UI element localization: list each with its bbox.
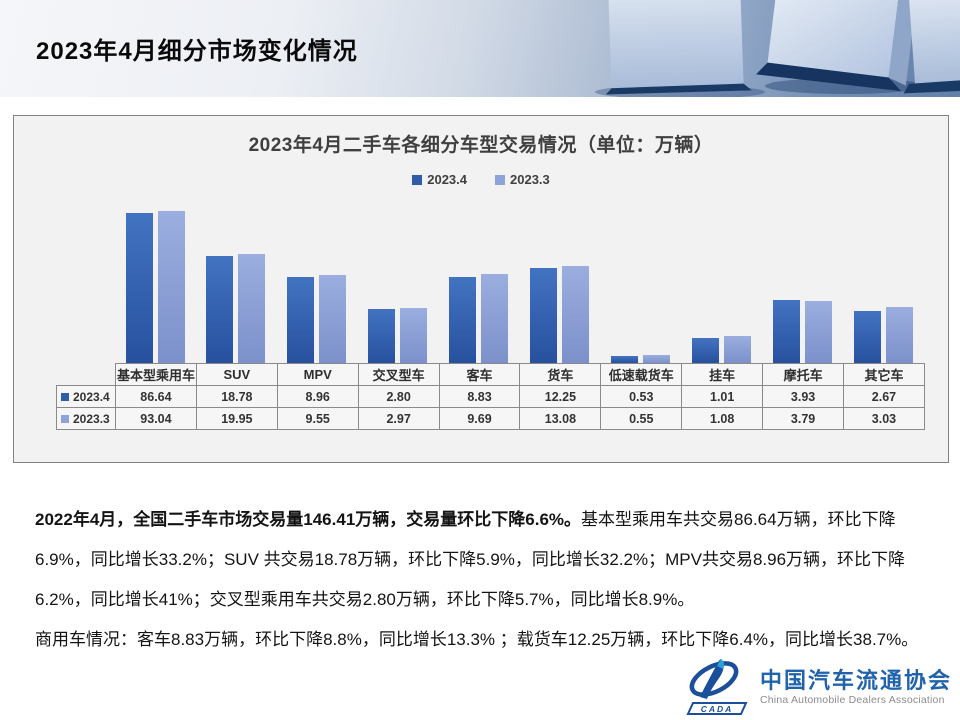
chart-panel: 2023年4月二手车各细分车型交易情况（单位：万辆） 2023.4 2023.3 … — [13, 115, 949, 463]
chart-legend: 2023.4 2023.3 — [14, 172, 948, 187]
bar-2023.4-低速载货车 — [610, 356, 638, 363]
table-cell-2023.3-交叉型车: 2.97 — [357, 407, 440, 430]
column-header-客车: 客车 — [438, 363, 521, 386]
table-cell-2023.4-交叉型车: 2.80 — [357, 385, 440, 408]
row-label-2023.4: 2023.4 — [56, 385, 116, 408]
table-cell-2023.4-货车: 12.25 — [519, 385, 602, 408]
legend-swatch — [495, 174, 505, 185]
bar-2023.3-挂车 — [723, 336, 751, 363]
column-header-其它车: 其它车 — [843, 363, 925, 386]
bar-2023.3-客车 — [481, 274, 509, 363]
bar-2023.3-MPV — [319, 274, 347, 363]
row-label-text: 2023.4 — [73, 389, 110, 404]
bar-2023.4-摩托车 — [772, 299, 800, 363]
table-cell-2023.4-基本型乘用车: 86.64 — [115, 385, 197, 408]
header-band: 2023年4月细分市场变化情况 — [0, 0, 960, 97]
summary-lead-bold: 2022年4月，全国二手车市场交易量146.41万辆，交易量环比下降6.6%。 — [35, 510, 582, 529]
bar-2023.3-摩托车 — [804, 300, 832, 363]
summary-lead-rest: 基本型乘用车共交易86.64万辆，环比下降6.9%，同比增长33.2%；SUV … — [35, 510, 906, 609]
bar-2023.4-挂车 — [691, 338, 719, 363]
table-cell-2023.4-挂车: 1.01 — [681, 385, 764, 408]
table-cell-2023.3-SUV: 19.95 — [195, 407, 278, 430]
table-cell-2023.4-低速载货车: 0.53 — [600, 385, 683, 408]
bar-2023.3-SUV — [238, 254, 266, 363]
table-cell-2023.3-MPV: 9.55 — [276, 407, 359, 430]
chart-title: 2023年4月二手车各细分车型交易情况（单位：万辆） — [248, 135, 714, 156]
table-corner-cell — [57, 364, 116, 386]
bar-2023.4-交叉型车 — [368, 309, 396, 363]
cubes-graphic — [595, 0, 960, 97]
table-body: 基本型乘用车 SUV MPV 交叉型车 客车 货车 低速载货车 挂车 摩托车 其它车 2023.4 8… — [56, 363, 925, 430]
table-cell-2023.3-客车: 9.69 — [438, 407, 521, 430]
bar-2023.4-SUV — [206, 255, 234, 363]
column-header-SUV: SUV — [195, 363, 278, 386]
bar-2023.3-基本型乘用车 — [157, 210, 185, 363]
column-header-货车: 货车 — [519, 363, 602, 386]
bar-2023.4-基本型乘用车 — [125, 212, 153, 363]
plot-area — [115, 116, 924, 363]
bar-2023.4-MPV — [287, 276, 315, 363]
column-header-基本型乘用车: 基本型乘用车 — [115, 363, 197, 386]
table-header-row: 基本型乘用车 SUV MPV 交叉型车 客车 货车 低速载货车 挂车 摩托车 其它车 — [57, 363, 925, 386]
data-table: 基本型乘用车 SUV MPV 交叉型车 客车 货车 低速载货车 挂车 摩托车 其它车 2023.4 8… — [56, 363, 925, 430]
page-title: 2023年4月细分市场变化情况 — [36, 38, 358, 65]
bar-2023.3-低速载货车 — [642, 355, 670, 363]
row-legend-swatch — [61, 392, 69, 401]
summary-paragraph-2: 商用车情况：客车8.83万辆，环比下降8.8%，同比增长13.3% ；载货车12… — [35, 630, 919, 649]
bar-2023.4-客车 — [449, 277, 477, 363]
bar-2023.4-其它车 — [853, 310, 881, 363]
column-header-低速载货车: 低速载货车 — [600, 363, 683, 386]
table-cell-2023.4-SUV: 18.78 — [195, 385, 278, 408]
table-cell-2023.3-低速载货车: 0.55 — [600, 407, 683, 430]
legend-item-2023.4: 2023.4 — [412, 172, 467, 187]
table-cell-2023.4-摩托车: 3.93 — [762, 385, 845, 408]
legend-label: 2023.4 — [427, 172, 467, 187]
table-cell-2023.3-货车: 13.08 — [519, 407, 602, 430]
summary-text: 2022年4月，全国二手车市场交易量146.41万辆，交易量环比下降6.6%。基… — [35, 500, 928, 660]
bar-2023.3-货车 — [561, 265, 589, 363]
legend-swatch — [412, 174, 423, 185]
bar-2023.3-其它车 — [885, 307, 913, 363]
table-cell-2023.4-客车: 8.83 — [438, 385, 521, 408]
row-label-text: 2023.3 — [73, 411, 110, 426]
row-legend-swatch — [61, 414, 69, 423]
organization-logo: CADA 中国汽车流通协会 China Automobile Dealers A… — [686, 658, 952, 716]
cada-logo-icon: CADA — [686, 659, 748, 715]
table-cell-2023.3-其它车: 3.03 — [843, 407, 925, 430]
table-cell-2023.3-摩托车: 3.79 — [762, 407, 845, 430]
column-header-MPV: MPV — [276, 363, 359, 386]
table-cell-2023.3-基本型乘用车: 93.04 — [115, 407, 197, 430]
bar-2023.4-货车 — [529, 267, 557, 363]
table-row-2023.4: 2023.4 86.64 18.78 8.96 2.80 8.83 12.25 0.53 1.0… — [56, 385, 925, 408]
table-cell-2023.3-挂车: 1.08 — [681, 407, 764, 430]
legend-item-2023.3: 2023.3 — [495, 172, 550, 187]
cada-badge-text: CADA — [701, 704, 734, 714]
column-header-挂车: 挂车 — [681, 363, 764, 386]
legend-label: 2023.3 — [510, 172, 550, 187]
table-row-2023.3: 2023.3 93.04 19.95 9.55 2.97 9.69 13.08 0.55 1.0… — [56, 407, 925, 430]
column-header-交叉型车: 交叉型车 — [357, 363, 440, 386]
logo-name-cn: 中国汽车流通协会 — [759, 668, 952, 694]
table-cell-2023.4-其它车: 2.67 — [843, 385, 925, 408]
bar-2023.3-交叉型车 — [400, 307, 428, 363]
summary-paragraph-1: 2022年4月，全国二手车市场交易量146.41万辆，交易量环比下降6.6%。基… — [35, 500, 928, 620]
table-cell-2023.4-MPV: 8.96 — [276, 385, 359, 408]
logo-text: 中国汽车流通协会 China Automobile Dealers Associ… — [760, 668, 952, 705]
column-header-摩托车: 摩托车 — [762, 363, 845, 386]
row-label-2023.3: 2023.3 — [56, 407, 116, 430]
logo-name-en: China Automobile Dealers Association — [759, 693, 945, 706]
